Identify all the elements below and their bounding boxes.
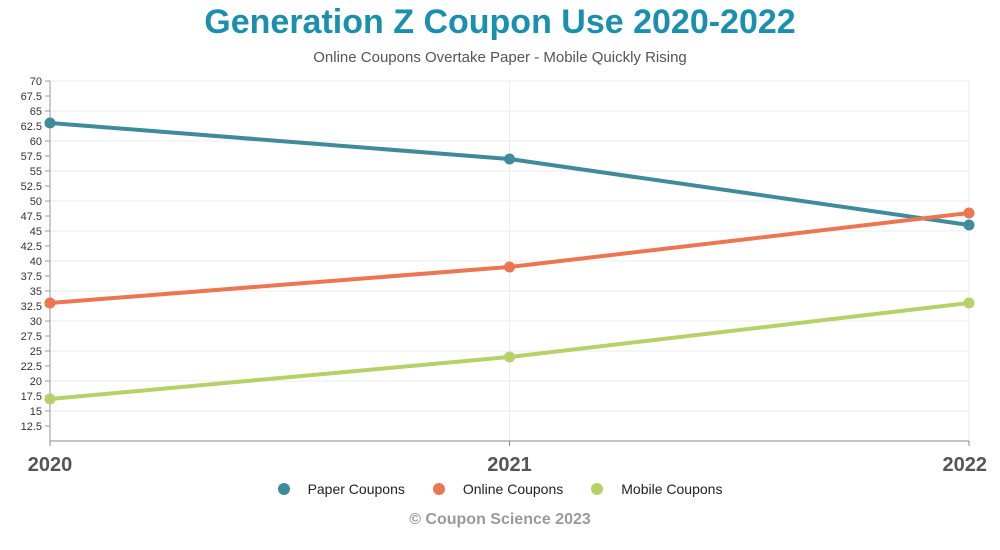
legend-item-mobile-coupons[interactable]: Mobile Coupons: [591, 481, 722, 497]
y-tick-label: 62.5: [21, 121, 42, 133]
y-tick-label: 45: [30, 226, 42, 238]
y-tick-label: 65: [30, 106, 42, 118]
y-tick-label: 70: [30, 76, 42, 88]
y-tick-label: 47.5: [21, 211, 42, 223]
x-tick-label: 2021: [487, 454, 532, 476]
data-point[interactable]: [44, 117, 56, 129]
y-tick-label: 32.5: [21, 301, 42, 313]
data-point[interactable]: [963, 219, 975, 231]
chart-title: Generation Z Coupon Use 2020-2022: [204, 3, 796, 41]
series-lines: [44, 117, 975, 405]
y-tick-label: 50: [30, 196, 42, 208]
y-tick-label: 40: [30, 256, 42, 268]
y-tick-label: 22.5: [21, 361, 42, 373]
legend-swatch-online-coupons: [432, 483, 445, 495]
y-tick-label: 35: [30, 286, 42, 298]
y-tick-label: 17.5: [21, 391, 42, 403]
legend: Paper Coupons Online Coupons Mobile Coup…: [0, 481, 1000, 497]
y-tick-label: 42.5: [21, 241, 42, 253]
y-tick-label: 27.5: [21, 331, 42, 343]
legend-swatch-paper-coupons: [277, 483, 290, 495]
legend-label-online-coupons: Online Coupons: [462, 481, 564, 497]
legend-item-paper-coupons[interactable]: Paper Coupons: [277, 481, 405, 497]
y-tick-label: 37.5: [21, 271, 42, 283]
credit-text: © Coupon Science 2023: [409, 511, 591, 528]
y-tick-label: 52.5: [21, 181, 42, 193]
data-point[interactable]: [44, 297, 56, 309]
y-tick-label: 60: [30, 136, 42, 148]
data-point[interactable]: [963, 207, 975, 219]
y-tick-label: 67.5: [21, 91, 42, 103]
y-tick-label: 15: [30, 406, 42, 418]
data-point[interactable]: [963, 297, 975, 309]
x-tick-label: 2020: [28, 454, 73, 476]
y-tick-label: 12.5: [21, 421, 42, 433]
y-tick-label: 20: [30, 376, 42, 388]
data-point[interactable]: [504, 351, 515, 363]
data-point[interactable]: [44, 393, 56, 405]
chart-subtitle: Online Coupons Overtake Paper - Mobile Q…: [313, 49, 687, 66]
y-tick-label: 30: [30, 316, 42, 328]
data-point[interactable]: [504, 261, 515, 273]
y-tick-label: 25: [30, 346, 42, 358]
data-point[interactable]: [504, 153, 515, 165]
legend-swatch-mobile-coupons: [591, 483, 604, 495]
legend-item-online-coupons[interactable]: Online Coupons: [432, 481, 564, 497]
x-tick-label: 2022: [943, 454, 988, 476]
legend-label-mobile-coupons: Mobile Coupons: [621, 481, 723, 497]
axes: 12.5 15 17.5 20 22.5 25 27.5 30 32.5 35 37.5 40 42.5…: [21, 76, 987, 476]
y-tick-label: 55: [30, 166, 42, 178]
y-tick-label: 57.5: [21, 151, 42, 163]
legend-label-paper-coupons: Paper Coupons: [307, 481, 405, 497]
